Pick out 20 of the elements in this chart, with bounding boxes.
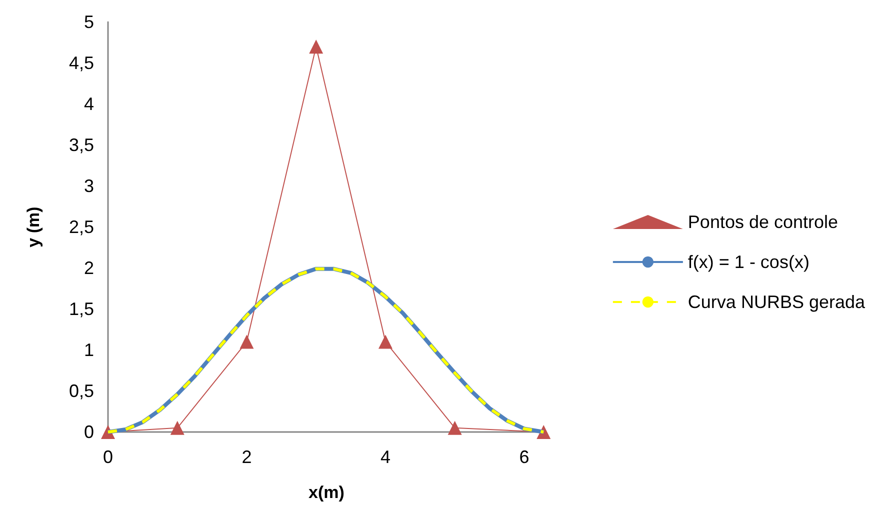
- y-tick-label: 4: [84, 94, 94, 114]
- y-tick-label: 3: [84, 176, 94, 196]
- x-axis-title: x(m): [308, 483, 344, 502]
- x-tick-label: 2: [242, 447, 252, 467]
- y-axis-title: y (m): [24, 206, 43, 248]
- x-tick-label: 4: [380, 447, 390, 467]
- y-tick-label: 4,5: [68, 53, 94, 73]
- y-tick-label: 1: [84, 340, 94, 360]
- y-tick-label: 3,5: [68, 135, 94, 155]
- x-tick-label: 6: [519, 447, 530, 467]
- y-tick-label: 2,5: [68, 217, 94, 237]
- y-tick-label: 0: [84, 422, 94, 442]
- legend-label: f(x) = 1 - cos(x): [688, 252, 810, 272]
- y-tick-label: 2: [84, 258, 94, 278]
- x-tick-label: 0: [102, 447, 114, 467]
- y-tick-label: 5: [84, 12, 94, 32]
- y-tick-label: 1,5: [68, 299, 94, 319]
- legend-label: Pontos de controle: [688, 212, 838, 232]
- y-tick-label: 0,5: [68, 381, 94, 401]
- legend-label: Curva NURBS gerada: [688, 292, 866, 312]
